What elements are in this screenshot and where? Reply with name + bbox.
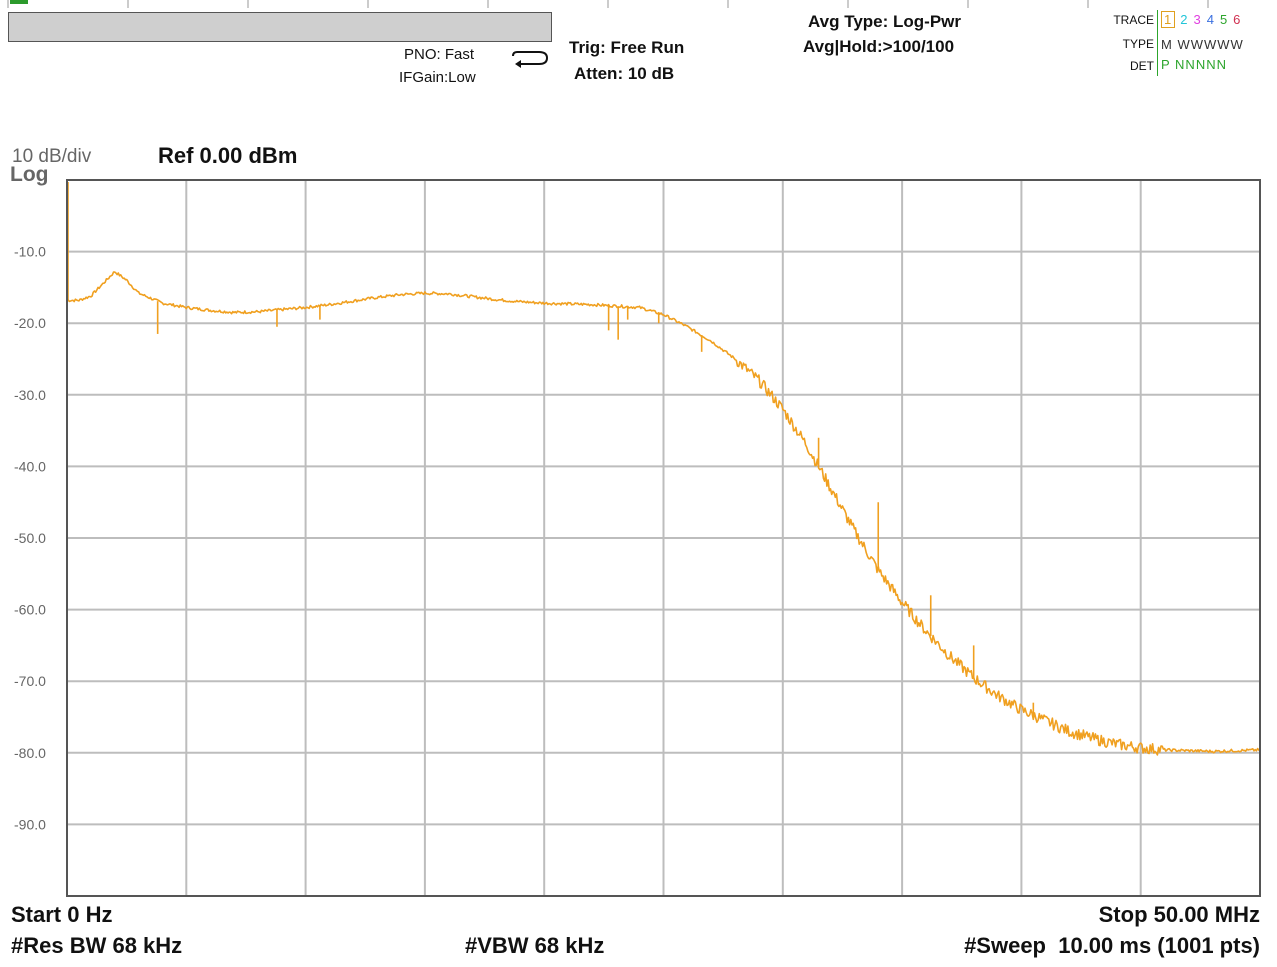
y-tick-label: -40.0 bbox=[14, 458, 46, 474]
trace-number-4[interactable]: 4 bbox=[1206, 12, 1215, 27]
avg-type-label: Avg Type: Log-Pwr bbox=[808, 12, 961, 31]
avg-hold-label: Avg|Hold:>100/100 bbox=[803, 37, 955, 56]
top-tick-strip bbox=[7, 0, 1209, 8]
video-bandwidth: #VBW 68 kHz bbox=[465, 933, 605, 958]
resolution-bandwidth: #Res BW 68 kHz bbox=[11, 933, 183, 958]
trace-number-3[interactable]: 3 bbox=[1193, 12, 1202, 27]
trace-number-5[interactable]: 5 bbox=[1219, 12, 1229, 27]
type-label: TYPE bbox=[1122, 37, 1154, 51]
scale-div-label: 10 dB/div bbox=[12, 146, 92, 167]
reference-level-label: Ref 0.00 dBm bbox=[158, 143, 298, 168]
stop-frequency: Stop 50.00 MHz bbox=[1098, 902, 1260, 927]
y-axis-labels: -10.0 -20.0 -30.0 -40.0 -50.0 -60.0 -70.0 -80.0… bbox=[14, 244, 46, 833]
trigger-label: Trig: Free Run bbox=[569, 38, 685, 57]
start-frequency: Start 0 Hz bbox=[11, 902, 113, 927]
trace-label: TRACE bbox=[1113, 13, 1154, 27]
gridlines bbox=[67, 180, 1260, 896]
det-label: DET bbox=[1130, 59, 1154, 73]
y-tick-label: -30.0 bbox=[14, 387, 46, 403]
sweep-time: #Sweep 10.00 ms (1001 pts) bbox=[964, 933, 1260, 958]
trace-number-6[interactable]: 6 bbox=[1233, 12, 1242, 27]
y-tick-label: -50.0 bbox=[14, 530, 46, 546]
attenuation-label: Atten: 10 dB bbox=[574, 64, 675, 83]
plot-frame bbox=[66, 179, 1261, 897]
trace-line bbox=[66, 271, 1261, 756]
y-tick-label: -70.0 bbox=[14, 673, 46, 689]
trace-det-row: P NNNNN bbox=[1161, 57, 1227, 72]
trace-number-1[interactable]: 1 bbox=[1161, 11, 1176, 28]
trace-number-2[interactable]: 2 bbox=[1180, 12, 1189, 27]
pno-label: PNO: Fast bbox=[404, 46, 475, 63]
y-tick-label: -90.0 bbox=[14, 816, 46, 832]
y-tick-label: -20.0 bbox=[14, 315, 46, 331]
trace-type-row: M WWWWW bbox=[1161, 37, 1244, 52]
status-indicator bbox=[10, 0, 28, 4]
message-bar bbox=[8, 12, 552, 42]
loop-icon bbox=[512, 51, 549, 68]
trace-panel-divider bbox=[1157, 10, 1158, 76]
y-tick-label: -60.0 bbox=[14, 602, 46, 618]
ifgain-label: IFGain:Low bbox=[399, 69, 476, 86]
y-tick-label: -80.0 bbox=[14, 745, 46, 761]
scale-type-label: Log bbox=[10, 163, 49, 186]
y-tick-label: -10.0 bbox=[14, 244, 46, 260]
